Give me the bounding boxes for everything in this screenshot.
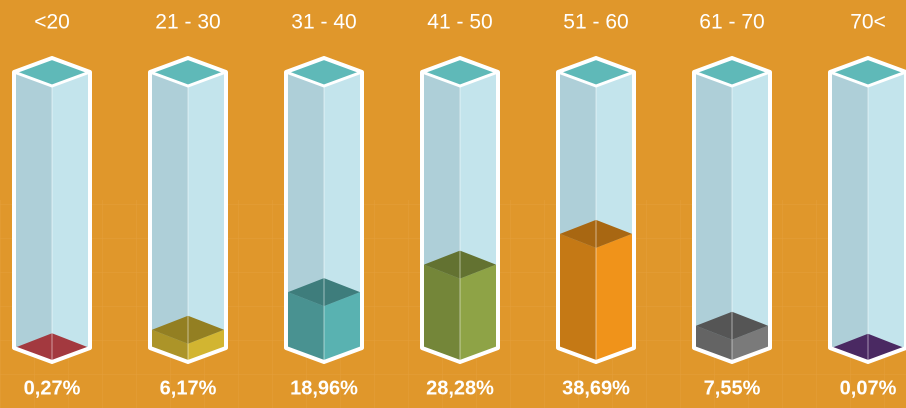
tube — [692, 56, 772, 364]
tube-right-face — [868, 72, 906, 362]
tube — [284, 56, 364, 364]
fill-left — [152, 329, 188, 362]
tube-left-face — [830, 72, 868, 362]
tube — [148, 56, 228, 364]
fill-left — [424, 264, 460, 362]
value-label: 18,96% — [290, 377, 358, 399]
tube-left-face — [14, 72, 52, 362]
fill-left — [288, 292, 324, 362]
tube-right-face — [188, 72, 226, 362]
tube-outline — [828, 56, 906, 364]
value-label: 6,17% — [160, 377, 217, 399]
value-label: 38,69% — [562, 377, 630, 399]
category-label: 70< — [850, 11, 886, 34]
category-label: 51 - 60 — [563, 11, 628, 34]
category-label: <20 — [34, 11, 70, 34]
value-label: 0,27% — [24, 377, 81, 399]
tube-left-face — [694, 72, 732, 362]
fill-level — [560, 219, 632, 362]
category-label: 61 - 70 — [699, 11, 764, 34]
category-label: 41 - 50 — [427, 11, 492, 34]
tube-outline — [420, 56, 500, 364]
tube — [420, 56, 500, 364]
tube-left-face — [150, 72, 188, 362]
fill-right — [460, 264, 496, 362]
tube-outline — [692, 56, 772, 364]
fill-right — [596, 233, 632, 362]
tube-outline — [284, 56, 364, 364]
fill-level — [288, 278, 360, 362]
tube — [828, 56, 906, 364]
fill-right — [732, 325, 768, 362]
fill-right — [324, 292, 360, 362]
value-label: 0,07% — [840, 377, 897, 399]
value-label: 28,28% — [426, 377, 494, 399]
tube-right-face — [732, 72, 770, 362]
fill-right — [188, 329, 224, 362]
value-label: 7,55% — [704, 377, 761, 399]
fill-level — [696, 311, 768, 362]
tube — [12, 56, 92, 364]
tube-outline — [148, 56, 228, 364]
fill-left — [696, 325, 732, 362]
category-label: 31 - 40 — [291, 11, 356, 34]
fill-left — [560, 233, 596, 362]
tube — [556, 56, 636, 364]
tube-right-face — [52, 72, 90, 362]
tube-outline — [556, 56, 636, 364]
tube-outline — [12, 56, 92, 364]
category-label: 21 - 30 — [155, 11, 220, 34]
